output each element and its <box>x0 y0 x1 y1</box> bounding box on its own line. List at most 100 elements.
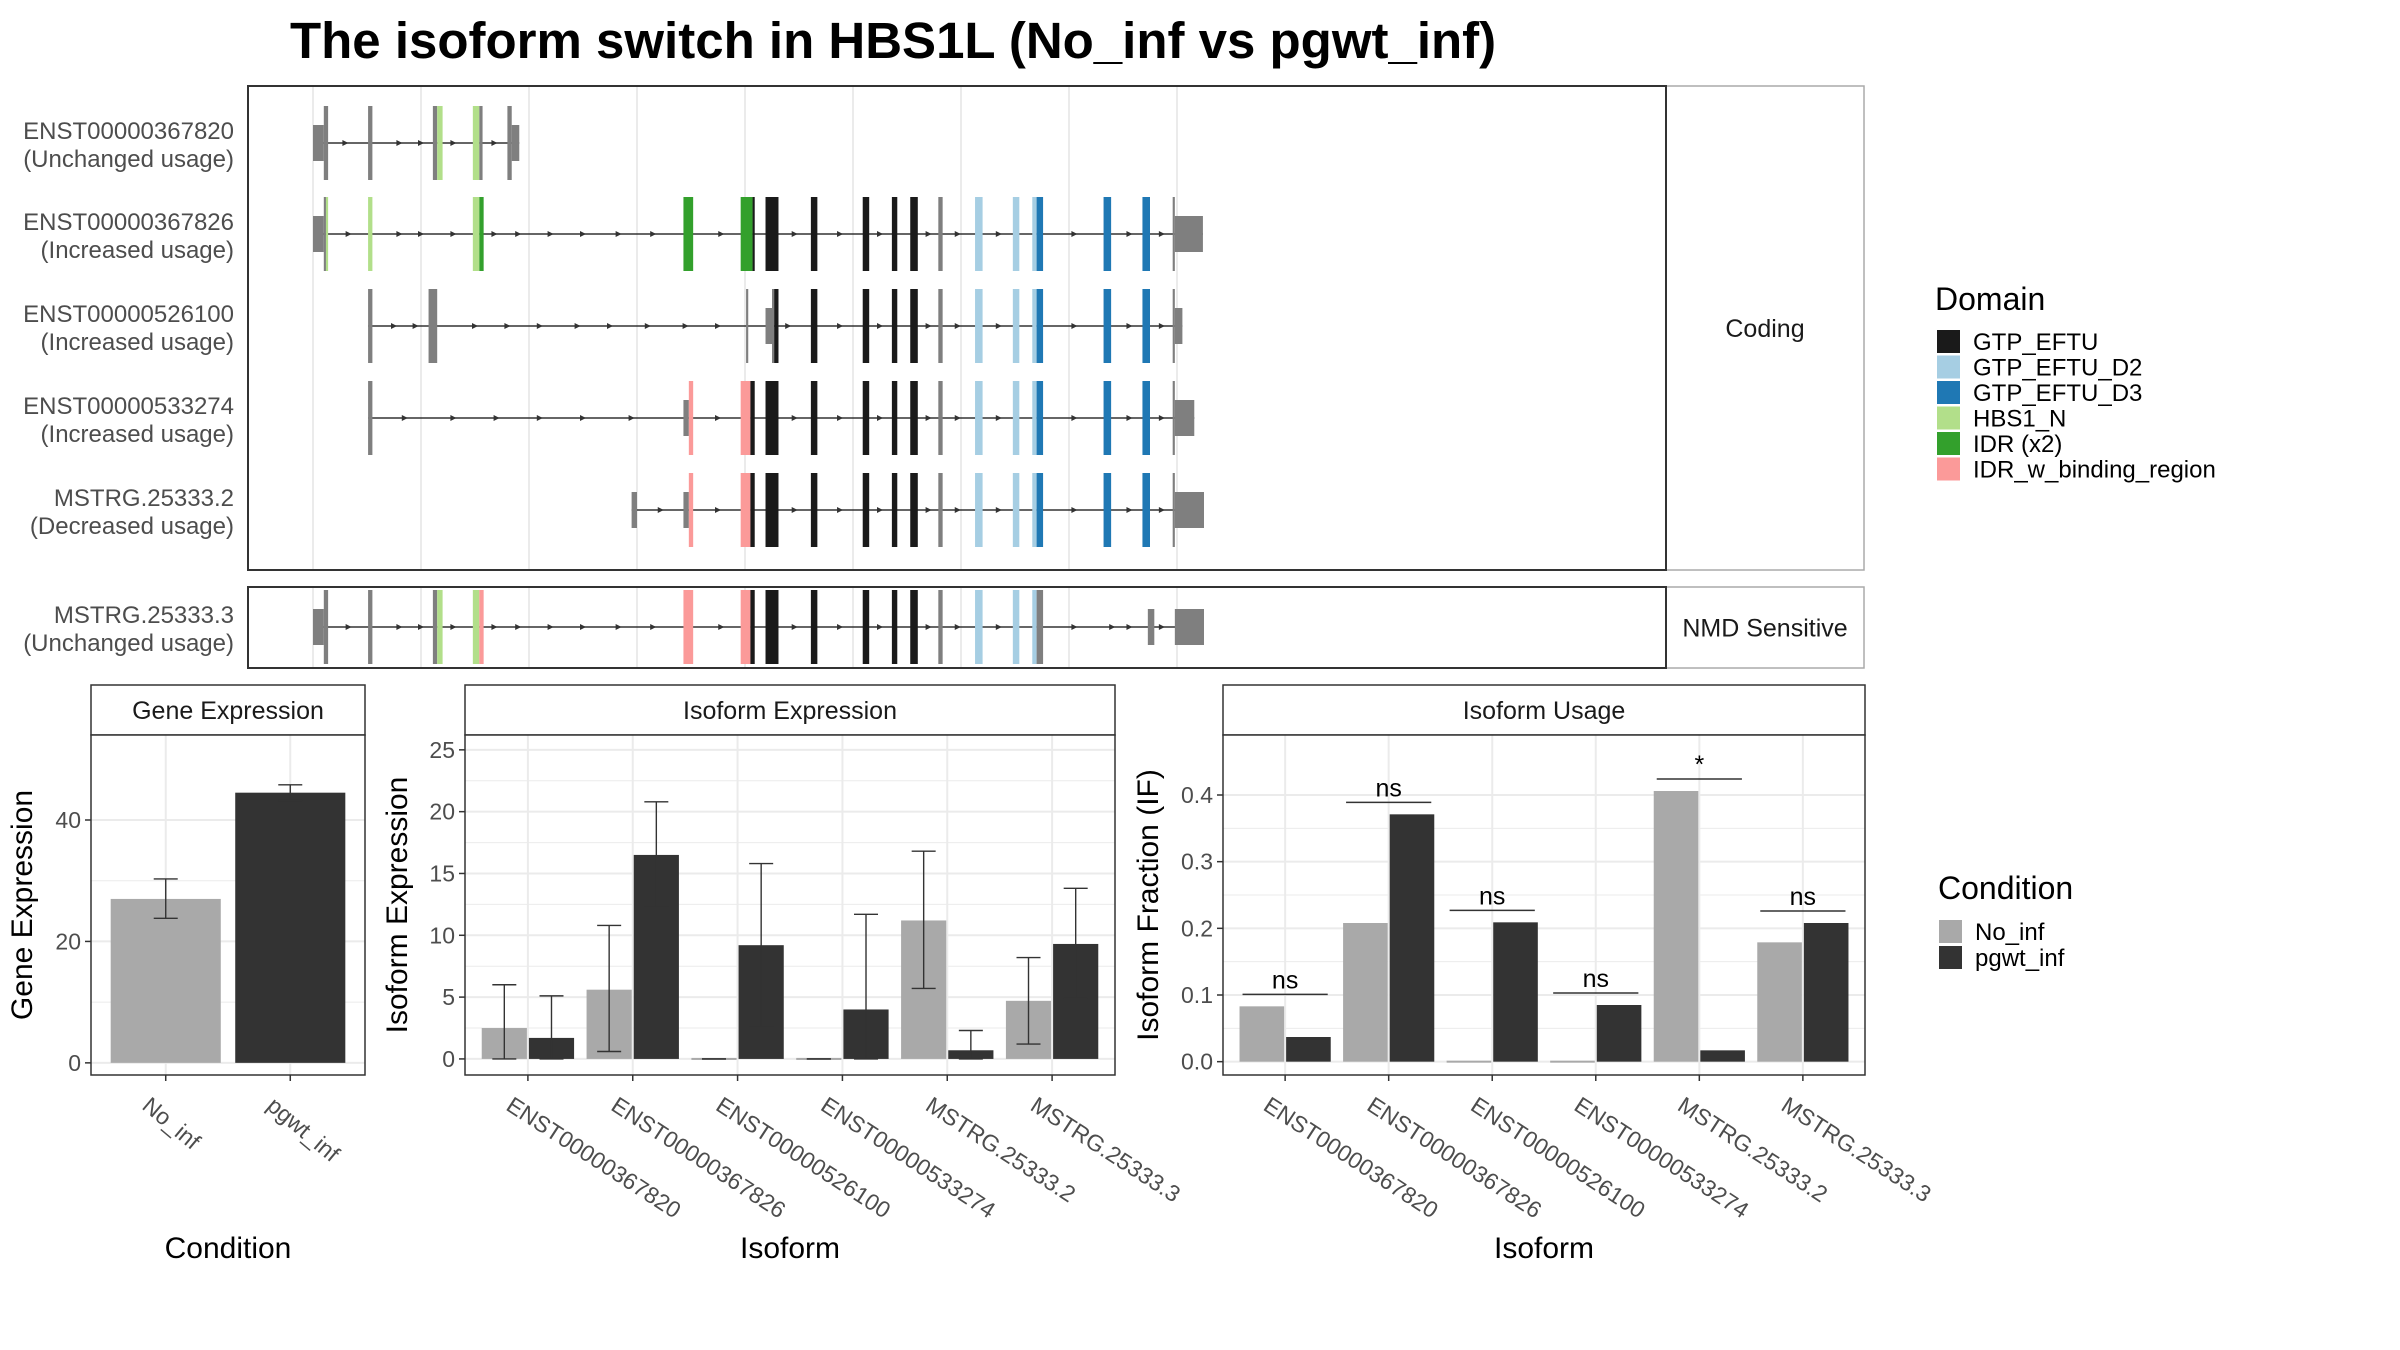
strand-arrow <box>925 624 932 630</box>
utr-exon <box>631 492 637 528</box>
y-tick-label: 20 <box>429 799 455 825</box>
domain-exon <box>1012 590 1020 664</box>
strand-arrow <box>1158 231 1165 237</box>
x-tick-label: ENST00000526100 <box>712 1091 896 1223</box>
utr-exon <box>1174 216 1203 252</box>
coding-exon <box>746 289 749 363</box>
coding-exon <box>938 590 943 664</box>
strand-arrow <box>418 231 424 237</box>
domain-exon <box>975 473 983 547</box>
domain-exon <box>891 473 898 547</box>
y-axis-title: Gene Expression <box>6 790 39 1020</box>
domain-exon <box>1103 473 1112 547</box>
utr-exon <box>1174 492 1204 528</box>
transcript-usage-label: (Increased usage) <box>41 237 234 264</box>
legend-key <box>1937 432 1960 455</box>
domain-exon <box>1032 289 1037 363</box>
bar <box>1239 1006 1285 1062</box>
strand-arrow <box>450 624 457 630</box>
strand-arrow <box>615 231 622 237</box>
domain-exon <box>750 473 755 547</box>
strand-arrow <box>1126 507 1133 513</box>
facet-label: Coding <box>1725 315 1804 343</box>
strand-arrow <box>1071 507 1078 513</box>
strand-arrow <box>715 507 721 513</box>
y-tick-label: 25 <box>429 737 455 763</box>
transcript-id-label: ENST00000526100 <box>23 301 234 328</box>
strand-arrow <box>925 415 932 421</box>
strand-arrow <box>954 415 961 421</box>
domain-exon <box>750 590 755 664</box>
coding-exon <box>323 590 329 664</box>
legend-key <box>1937 457 1960 481</box>
legend-key <box>1939 946 1962 969</box>
domain-exon <box>1142 381 1150 455</box>
significance-label: ns <box>1583 965 1609 993</box>
domain-exon <box>1032 473 1037 547</box>
strand-arrow <box>450 140 457 146</box>
domain-exon <box>740 197 753 271</box>
y-tick-label: 0.2 <box>1181 915 1213 941</box>
strand-arrow <box>925 323 932 329</box>
domain-exon <box>810 590 818 664</box>
transcript-row <box>313 106 520 180</box>
domain-exon <box>1103 381 1112 455</box>
domain-exon <box>910 381 918 455</box>
coding-exon <box>368 381 373 455</box>
domain-exon <box>1012 473 1020 547</box>
significance-label: ns <box>1375 774 1401 802</box>
domain-exon <box>368 197 373 271</box>
domain-exon <box>740 590 751 664</box>
domain-exon <box>752 197 755 271</box>
strand-arrow <box>412 323 419 329</box>
domain-exon <box>765 381 779 455</box>
y-tick-label: 0.1 <box>1181 982 1213 1008</box>
bar-chart: Gene Expression 0 20 40 No_inf pgwt_inf Condit… <box>6 684 366 1265</box>
strand-arrow <box>718 624 725 630</box>
transcript-row <box>313 590 1204 664</box>
y-tick-label: 0.4 <box>1181 782 1213 808</box>
y-axis-title: Isoform Expression <box>381 777 414 1034</box>
coding-exon <box>1172 197 1175 271</box>
utr-exon <box>1174 400 1195 436</box>
domain-exon <box>774 289 779 363</box>
strand-arrow <box>995 415 1002 421</box>
strand-arrow <box>877 415 883 421</box>
domain-exon <box>1032 590 1037 664</box>
domain-exon <box>479 590 484 664</box>
strand-arrow <box>396 140 403 146</box>
legend-title: Condition <box>1938 870 2073 906</box>
x-tick-label: ENST00000367820 <box>1259 1091 1443 1223</box>
facet-strip <box>1665 85 1865 571</box>
legend-label: GTP_EFTU <box>1973 329 2098 356</box>
domain-exon <box>1032 381 1037 455</box>
strand-arrow <box>515 231 522 237</box>
strand-arrow <box>504 323 511 329</box>
bar-chart: Isoform Expression 0 5 10 15 20 25 ENST00000367… <box>381 684 1185 1265</box>
transcript-panel-bg <box>248 86 1666 570</box>
strand-arrow <box>536 415 543 421</box>
x-tick-label: ENST00000533274 <box>817 1091 1001 1223</box>
y-tick-label: 20 <box>55 928 81 954</box>
transcript-panel-border <box>247 85 1667 571</box>
strand-arrow <box>877 624 883 630</box>
domain-exon <box>910 197 918 271</box>
strand-arrow <box>401 415 408 421</box>
coding-exon <box>1172 381 1175 455</box>
coding-exon <box>479 106 483 180</box>
significance-label: ns <box>1272 966 1298 994</box>
transcript-usage-label: (Unchanged usage) <box>23 630 234 657</box>
domain-exon <box>1036 473 1044 547</box>
domain-exon <box>810 473 818 547</box>
transcript-row <box>631 473 1204 547</box>
transcript-id-label: MSTRG.25333.2 <box>54 485 234 512</box>
strand-arrow <box>995 507 1002 513</box>
strand-arrow <box>1126 415 1133 421</box>
utr-exon <box>1174 308 1183 344</box>
utr-exon <box>1147 609 1155 645</box>
strand-arrow <box>1158 323 1165 329</box>
x-tick-label: ENST00000367826 <box>607 1091 791 1223</box>
coding-exon <box>938 197 943 271</box>
bar <box>1803 923 1849 1062</box>
